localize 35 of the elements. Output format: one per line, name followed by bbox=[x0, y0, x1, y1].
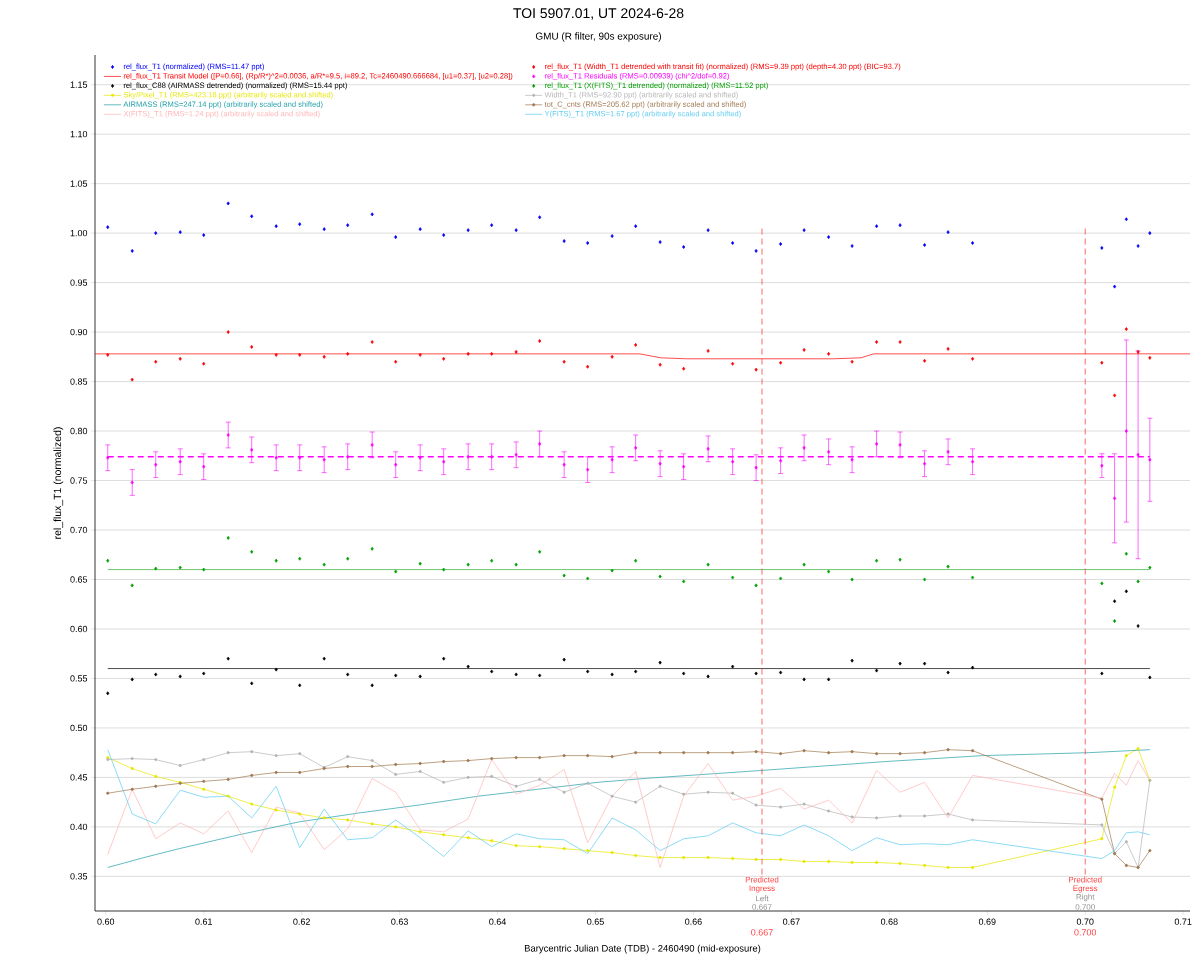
chart-subtitle: GMU (R filter, 90s exposure) bbox=[535, 32, 661, 42]
y-tick-label: 1.00 bbox=[70, 229, 88, 237]
x-tick-label: 0.67 bbox=[782, 918, 800, 925]
y-tick-label: 0.50 bbox=[70, 724, 88, 732]
y-axis-title: rel_flux_T1 (normalized) bbox=[53, 427, 64, 539]
y-tick-label: 1.15 bbox=[70, 81, 88, 88]
x-tick-label: 0.60 bbox=[97, 918, 115, 925]
x-tick-label: 0.68 bbox=[880, 918, 898, 925]
x-tick-label: 0.65 bbox=[587, 918, 604, 925]
y-tick-label: 0.75 bbox=[70, 477, 88, 484]
y-tick-label: 0.45 bbox=[70, 774, 88, 781]
y-tick-label: 0.80 bbox=[70, 427, 88, 435]
x-tick-label: 0.61 bbox=[195, 918, 212, 925]
x-tick-label: 0.62 bbox=[293, 918, 310, 925]
y-tick-label: 0.35 bbox=[70, 873, 88, 880]
x-tick-label: 0.70 bbox=[1076, 918, 1094, 925]
text: 0.667 bbox=[751, 929, 773, 936]
y-tick-label: 1.10 bbox=[70, 130, 88, 138]
x-tick-label: 0.63 bbox=[391, 918, 408, 925]
y-tick-label: 0.70 bbox=[70, 526, 88, 534]
x-axis-title: Barycentric Julian Date (TDB) - 2460490 (mid-exposure) bbox=[524, 944, 761, 954]
y-tick-label: 0.65 bbox=[70, 576, 88, 583]
chart-title: TOI 5907.01, UT 2024-6-28 bbox=[513, 8, 684, 20]
text: 0.700 bbox=[1074, 929, 1097, 936]
x-tick-label: 0.64 bbox=[489, 918, 506, 925]
y-tick-label: 0.95 bbox=[70, 279, 88, 286]
x-tick-label: 0.71 bbox=[1174, 918, 1192, 925]
y-tick-label: 0.85 bbox=[70, 378, 88, 385]
y-tick-label: 0.60 bbox=[70, 625, 88, 633]
y-tick-label: 0.90 bbox=[70, 328, 88, 336]
y-tick-label: 0.40 bbox=[70, 823, 88, 831]
x-tick-label: 0.66 bbox=[685, 918, 702, 925]
y-tick-label: 1.05 bbox=[70, 180, 88, 187]
x-tick-label: 0.69 bbox=[978, 918, 996, 925]
y-tick-label: 0.55 bbox=[70, 675, 88, 682]
